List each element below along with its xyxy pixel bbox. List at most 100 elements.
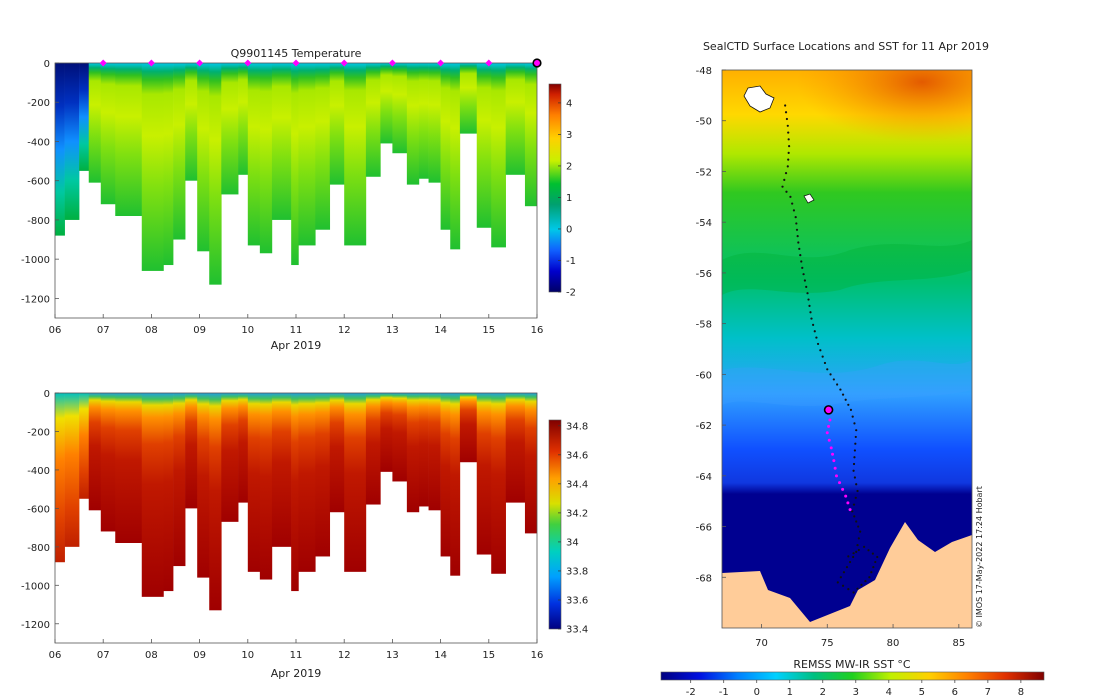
sst-colorbar-tick-label: -2 (686, 687, 696, 698)
map-credit: © IMOS 17-May-2022 17:24 Hobart (975, 486, 984, 628)
older-track-point (864, 579, 867, 583)
salinity-profile (238, 393, 249, 503)
temperature-profile (209, 63, 222, 285)
x-tick-label: 16 (531, 325, 544, 336)
temperature-profile (163, 63, 174, 266)
older-track-point (841, 584, 845, 587)
temperature-profile (418, 63, 429, 179)
salinity-profile (209, 393, 222, 611)
sst-colorbar-tick-label: 2 (820, 687, 826, 698)
map-title: SealCTD Surface Locations and SST for 11… (703, 40, 989, 53)
map-y-tick-label: -68 (696, 573, 712, 584)
older-track (781, 104, 879, 594)
older-track-point (857, 525, 860, 528)
temperature-profile (221, 63, 239, 195)
salinity-x-axis: 06 07 08 09 10 11 12 13 14 15 16 (49, 639, 544, 661)
salinity-profiles (55, 393, 537, 611)
older-track-point (854, 442, 857, 445)
temperature-profile (315, 63, 331, 230)
sst-colorbar-label: REMSS MW-IR SST °C (793, 658, 911, 671)
map-axes-box (721, 69, 973, 629)
surface-marker (388, 59, 396, 67)
temperature-profile (406, 63, 420, 185)
map-x-axis: 70 75 80 85 (755, 624, 965, 649)
older-track-point (841, 393, 845, 396)
y-tick-label: -800 (27, 216, 50, 227)
y-tick-label: 0 (44, 389, 50, 400)
salinity-profile (64, 393, 80, 547)
older-track-point (829, 373, 832, 376)
salinity-profile (185, 393, 198, 509)
y-tick-label: -1200 (21, 294, 50, 305)
colorbar-tick-label: 34 (566, 537, 579, 548)
salinity-profile (329, 393, 345, 513)
x-tick-label: 16 (531, 650, 544, 661)
y-tick-label: -200 (27, 98, 50, 109)
temperature-profiles (55, 63, 537, 285)
older-track-point (832, 378, 835, 381)
colorbar-tick-label: 3 (566, 130, 572, 141)
salinity-profile (247, 393, 261, 572)
older-track-point (799, 254, 802, 257)
colorbar-tick-label: 1 (566, 193, 572, 204)
older-track-point (867, 549, 870, 552)
x-tick-label: 14 (434, 325, 447, 336)
salinity-profile (115, 393, 143, 543)
colorbar-tick-label: -2 (566, 288, 576, 299)
sst-colorbar-ticks: -2 -1 0 1 2 3 4 5 6 7 8 (686, 680, 1024, 698)
salinity-profile (459, 393, 478, 463)
mcdonald-island (803, 193, 815, 204)
older-track-point (848, 560, 852, 564)
older-track-point (800, 260, 803, 263)
x-tick-label: 13 (386, 650, 399, 661)
recent-track-point (831, 452, 835, 456)
x-tick-label: 10 (241, 325, 254, 336)
sst-colorbar-tick-label: 7 (985, 687, 991, 698)
recent-track-point (832, 459, 836, 463)
recent-track-point (827, 438, 831, 442)
older-track-point (852, 503, 856, 506)
sst-colorbar-tick-label: -1 (719, 687, 729, 698)
salinity-profile (221, 393, 239, 522)
salinity-profile (440, 393, 451, 557)
x-tick-label: 10 (241, 650, 254, 661)
salinity-profile (55, 393, 65, 563)
y-tick-label: -1000 (21, 255, 50, 266)
map-x-tick-label: 75 (821, 638, 834, 649)
older-track-point (796, 235, 799, 238)
salinity-profile (291, 393, 299, 592)
colorbar-tick-label: 2 (566, 161, 572, 172)
temperature-profile (79, 63, 90, 171)
temperature-profile (505, 63, 526, 175)
older-track-point (787, 131, 790, 134)
map-y-axis: -48 -50 -52 -54 -56 -58 -60 -62 -64 -66 -68 (696, 66, 726, 584)
older-track-point (813, 330, 816, 333)
salinity-profile (491, 393, 506, 574)
older-track-point (809, 311, 812, 314)
salinity-profile (173, 393, 186, 567)
salinity-profile (163, 393, 174, 592)
salinity-profile (365, 393, 381, 505)
salinity-profile (79, 393, 90, 499)
x-tick-label: 06 (49, 325, 62, 336)
x-tick-label: 07 (97, 325, 110, 336)
temperature-title: Q9901145 Temperature (231, 47, 362, 60)
older-track-point (845, 566, 849, 569)
older-track-point (871, 552, 874, 555)
surface-marker (437, 59, 445, 67)
older-track-point (786, 165, 789, 168)
sst-colorbar-tick-label: 5 (919, 687, 925, 698)
colorbar-tick-label: 0 (566, 224, 572, 235)
y-tick-label: -400 (27, 466, 50, 477)
surface-marker (99, 59, 107, 67)
salinity-colorbar (548, 419, 562, 630)
older-track-point (787, 151, 790, 154)
temperature-profile (392, 63, 408, 154)
colorbar-tick-label: 33.6 (566, 595, 588, 606)
temperature-profile (141, 63, 164, 271)
y-tick-label: -1000 (21, 581, 50, 592)
temperature-profile (100, 63, 116, 205)
older-track-point (789, 195, 792, 198)
sst-colorbar-tick-label: 6 (952, 687, 958, 698)
older-track-point (806, 292, 809, 295)
